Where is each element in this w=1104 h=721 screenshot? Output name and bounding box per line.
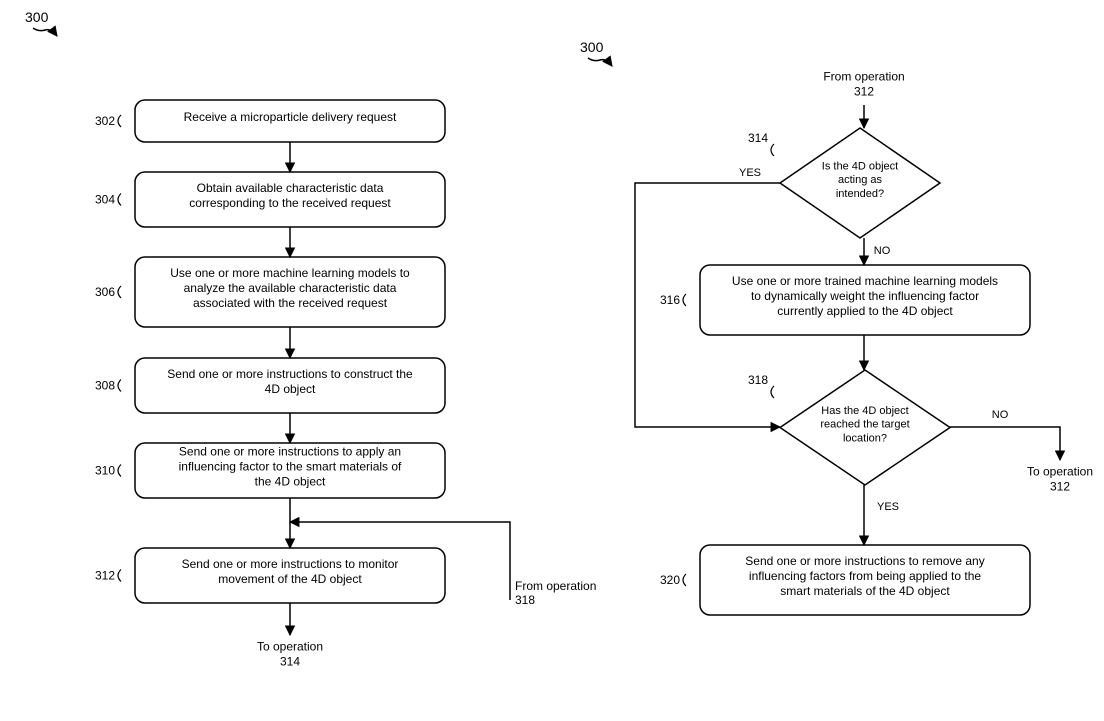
figure-arrow-icon [588, 58, 612, 66]
node-n318: Has the 4D objectreached the targetlocat… [780, 370, 950, 485]
connector-label: From operation312 [823, 70, 904, 99]
ref-bracket-icon [683, 574, 686, 586]
node-n304: Obtain available characteristic datacorr… [135, 172, 445, 227]
node-n312: Send one or more instructions to monitor… [135, 548, 445, 603]
ref-bracket-icon [118, 286, 121, 298]
ref-number-308: 308 [95, 379, 115, 393]
figure-number-label: 300 [580, 39, 604, 55]
node-label: Use one or more machine learning models … [170, 266, 410, 310]
ref-bracket-icon [683, 294, 686, 306]
figure-number-label: 300 [25, 9, 49, 25]
ref-bracket-icon [118, 115, 121, 127]
node-n308: Send one or more instructions to constru… [135, 358, 445, 413]
ref-bracket-icon [118, 570, 121, 582]
ref-number-302: 302 [95, 114, 115, 128]
node-label: Send one or more instructions to remove … [745, 554, 984, 598]
connector-label: To operation314 [257, 640, 323, 669]
ref-number-304: 304 [95, 193, 115, 207]
node-n316: Use one or more trained machine learning… [700, 265, 1030, 335]
edge-label: YES [739, 167, 761, 179]
node-n302: Receive a microparticle delivery request [135, 100, 445, 142]
node-n314: Is the 4D objectacting asintended? [780, 128, 940, 238]
ref-bracket-icon [118, 465, 121, 477]
node-label: Obtain available characteristic datacorr… [189, 181, 391, 210]
node-n320: Send one or more instructions to remove … [700, 545, 1030, 615]
edge-label: NO [992, 409, 1009, 421]
figure-arrow-icon [33, 28, 57, 36]
ref-number-316: 316 [660, 293, 680, 307]
connector-label: From operation318 [515, 579, 596, 607]
ref-bracket-icon [771, 386, 774, 398]
edge-label: NO [874, 245, 891, 257]
ref-number-312: 312 [95, 569, 115, 583]
ref-bracket-icon [118, 194, 121, 206]
ref-number-314: 314 [748, 131, 768, 145]
edge-label: YES [877, 501, 899, 513]
node-n306: Use one or more machine learning models … [135, 257, 445, 327]
ref-bracket-icon [118, 380, 121, 392]
ref-number-318: 318 [748, 373, 768, 387]
ref-bracket-icon [771, 144, 774, 156]
ref-number-320: 320 [660, 573, 680, 587]
ref-number-310: 310 [95, 464, 115, 478]
ref-number-306: 306 [95, 285, 115, 299]
node-n310: Send one or more instructions to apply a… [135, 443, 445, 498]
connector-label: To operation312 [1027, 465, 1093, 494]
flowchart-diagram: 300 300 Receive a microparticle delivery r… [0, 0, 1104, 721]
node-label: Receive a microparticle delivery request [184, 110, 397, 124]
edge-e318no [950, 427, 1060, 460]
